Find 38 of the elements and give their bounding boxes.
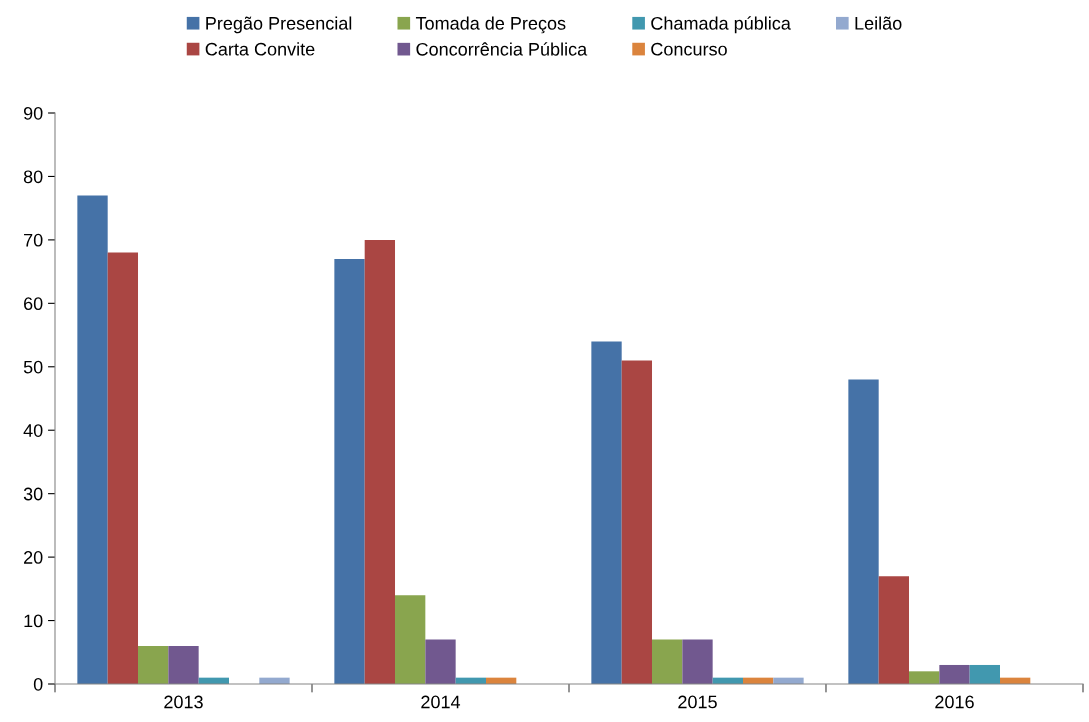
- bar: [168, 645, 199, 684]
- legend-label: Tomada de Preços: [415, 16, 566, 34]
- bar: [848, 379, 879, 684]
- y-tick-label: 70: [24, 233, 43, 247]
- y-tick-label: 0: [33, 677, 43, 691]
- y-tick-label: 60: [24, 297, 43, 311]
- bar: [621, 360, 653, 684]
- y-tick-label: 80: [23, 170, 43, 184]
- bar: [364, 239, 396, 684]
- bar: [682, 639, 713, 684]
- y-tick-label: 30: [23, 487, 43, 501]
- x-tick-label: 2016: [935, 695, 974, 709]
- bar: [878, 576, 910, 684]
- x-tick-label: 2013: [164, 695, 203, 709]
- bar: [909, 671, 940, 684]
- x-tick-label: 2015: [678, 695, 717, 709]
- legend-label: Chamada pública: [651, 16, 791, 34]
- y-tick-label: 90: [23, 106, 43, 120]
- bar: [969, 664, 1000, 684]
- legend-label: Pregão Presencial: [206, 16, 352, 34]
- legend-label: Leilão: [855, 16, 902, 30]
- bar: [395, 595, 426, 684]
- bar: [138, 645, 169, 684]
- bar: [591, 341, 622, 684]
- y-tick-label: 40: [23, 424, 43, 437]
- x-tick-label: 2014: [421, 695, 461, 709]
- y-tick-label: 10: [24, 614, 43, 628]
- bar: [107, 252, 139, 684]
- legend-label: Carta Convite: [205, 42, 315, 56]
- bar: [652, 639, 683, 684]
- y-tick-label: 50: [23, 360, 43, 374]
- bar: [425, 639, 456, 684]
- bar: [939, 664, 970, 684]
- legend-label: Concorrência Pública: [416, 42, 588, 56]
- bar: [77, 195, 108, 684]
- y-tick-label: 20: [24, 551, 43, 564]
- bar: [334, 258, 365, 684]
- legend-label: Concurso: [651, 42, 727, 56]
